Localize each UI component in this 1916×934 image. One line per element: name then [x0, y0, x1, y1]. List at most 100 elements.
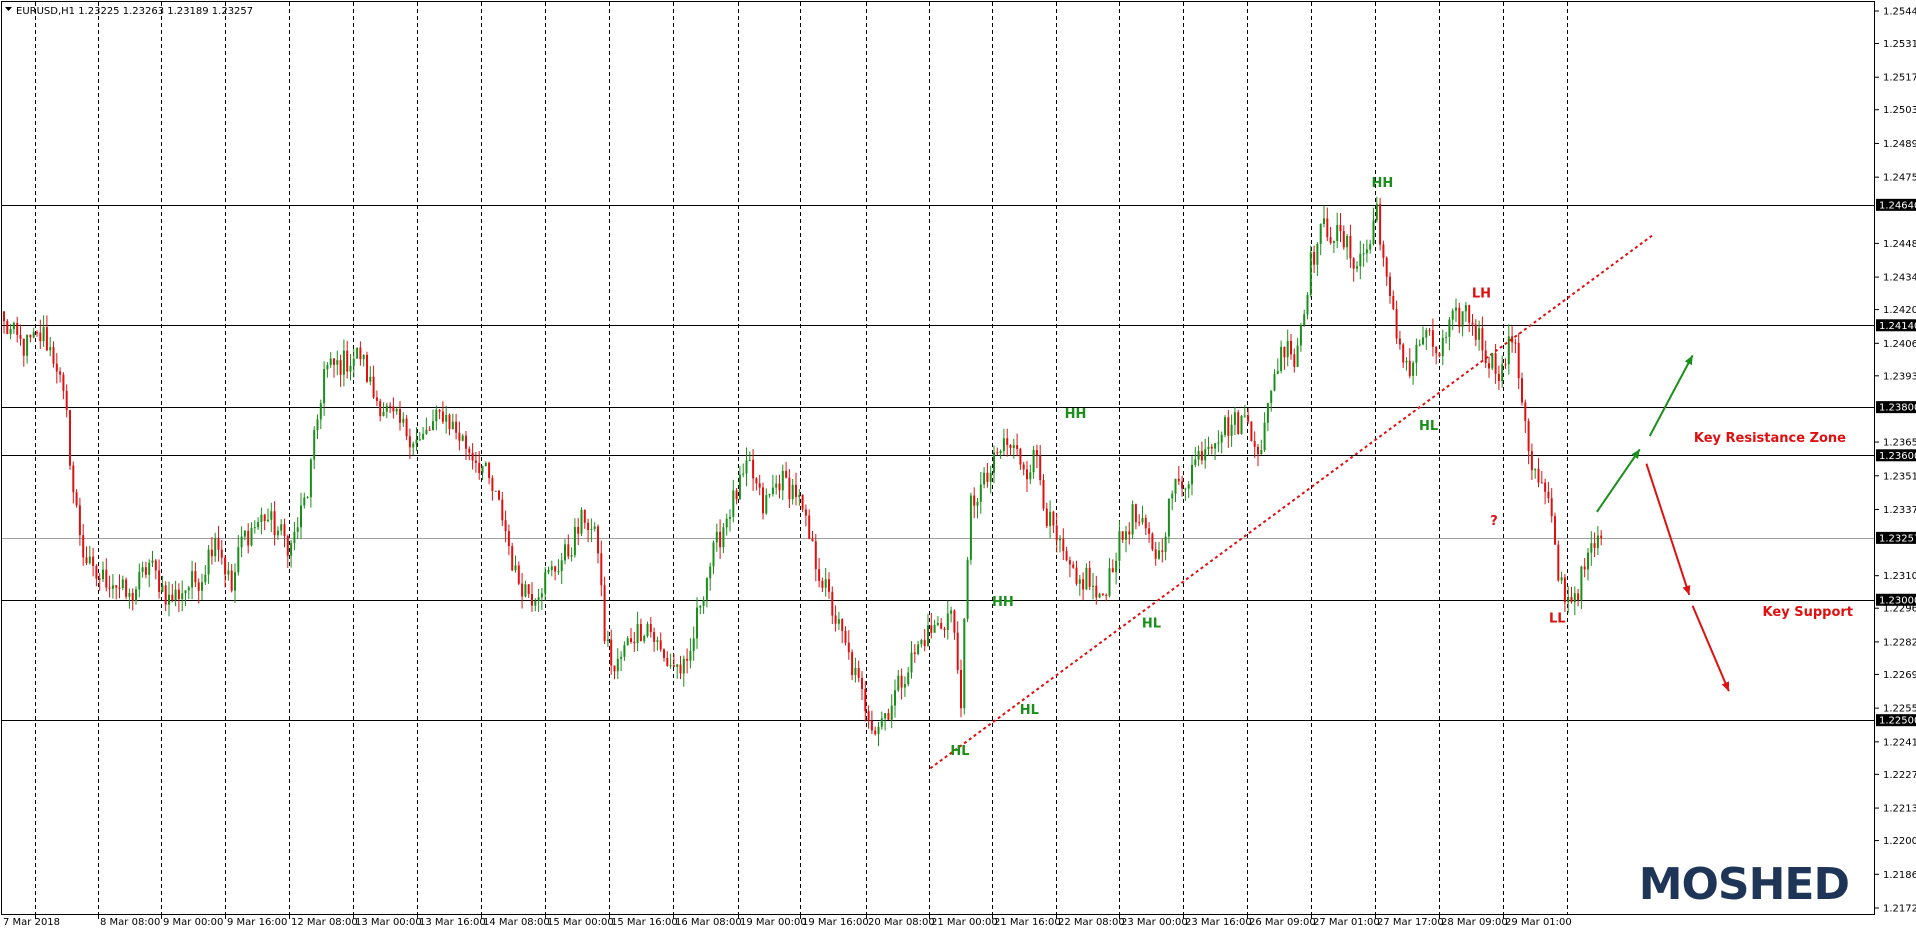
- candle-body[interactable]: [1332, 241, 1335, 243]
- candle-body[interactable]: [1540, 482, 1543, 484]
- candle-body[interactable]: [1095, 585, 1098, 598]
- price-axis[interactable]: 1.25445 1.25310 1.25170 1.25035 1.24895 1.247…: [1875, 7, 1916, 915]
- candle-body[interactable]: [788, 477, 791, 500]
- candle-body[interactable]: [666, 657, 669, 666]
- candle-body[interactable]: [204, 574, 207, 583]
- candle-body[interactable]: [408, 436, 411, 448]
- candle-body[interactable]: [62, 374, 65, 391]
- candle-body[interactable]: [432, 421, 434, 431]
- candle-body[interactable]: [1573, 593, 1576, 603]
- candle-body[interactable]: [158, 570, 161, 593]
- candle-body[interactable]: [956, 632, 959, 671]
- candle-body[interactable]: [702, 599, 705, 606]
- candle-body[interactable]: [85, 557, 88, 564]
- candle-body[interactable]: [478, 462, 481, 473]
- candle-body[interactable]: [930, 625, 933, 633]
- candle-body[interactable]: [494, 490, 497, 492]
- candle-body[interactable]: [999, 451, 1002, 454]
- candle-body[interactable]: [1237, 412, 1240, 435]
- candle-body[interactable]: [564, 544, 566, 561]
- candle-body[interactable]: [1339, 224, 1342, 232]
- candle-body[interactable]: [1191, 464, 1193, 485]
- candle-body[interactable]: [686, 658, 689, 661]
- candle-body[interactable]: [171, 594, 174, 601]
- candle-body[interactable]: [316, 419, 319, 431]
- candle-body[interactable]: [1296, 345, 1299, 367]
- candle-body[interactable]: [1431, 330, 1434, 347]
- candle-body[interactable]: [125, 579, 128, 597]
- candle-body[interactable]: [669, 665, 672, 667]
- candle-body[interactable]: [857, 668, 860, 678]
- candle-body[interactable]: [435, 409, 438, 422]
- candle-body[interactable]: [1270, 390, 1273, 404]
- candle-body[interactable]: [1563, 577, 1566, 603]
- candle-body[interactable]: [484, 462, 487, 467]
- candle-body[interactable]: [633, 641, 636, 644]
- candle-body[interactable]: [630, 638, 632, 642]
- candle-body[interactable]: [1062, 538, 1065, 552]
- candle-body[interactable]: [1045, 508, 1048, 527]
- candle-body[interactable]: [448, 414, 451, 430]
- candle-body[interactable]: [253, 527, 256, 529]
- candle-body[interactable]: [498, 490, 500, 500]
- candle-body[interactable]: [933, 624, 936, 633]
- candle-body[interactable]: [986, 472, 989, 482]
- candle-body[interactable]: [1428, 330, 1431, 332]
- candle-body[interactable]: [1214, 443, 1217, 449]
- candle-body[interactable]: [639, 623, 642, 642]
- candle-body[interactable]: [1247, 415, 1250, 422]
- candle-body[interactable]: [511, 546, 514, 571]
- candle-body[interactable]: [1382, 244, 1385, 258]
- candle-body[interactable]: [471, 452, 474, 461]
- candle-body[interactable]: [78, 505, 81, 536]
- candle-body[interactable]: [1497, 373, 1500, 382]
- candle-body[interactable]: [1319, 223, 1322, 245]
- candle-body[interactable]: [257, 522, 260, 528]
- candle-body[interactable]: [488, 462, 491, 479]
- candle-body[interactable]: [1088, 567, 1091, 587]
- candle-body[interactable]: [1356, 266, 1358, 269]
- candle-body[interactable]: [402, 418, 405, 423]
- candle-body[interactable]: [1534, 468, 1537, 471]
- candle-body[interactable]: [273, 511, 276, 536]
- candle-body[interactable]: [795, 484, 797, 498]
- candle-body[interactable]: [910, 652, 913, 673]
- candle-body[interactable]: [105, 569, 108, 588]
- candle-body[interactable]: [98, 578, 101, 580]
- candle-body[interactable]: [808, 515, 811, 539]
- candle-body[interactable]: [672, 665, 675, 667]
- candle-body[interactable]: [927, 625, 929, 647]
- candle-body[interactable]: [903, 684, 906, 688]
- candle-body[interactable]: [567, 544, 570, 557]
- candle-body[interactable]: [1022, 464, 1025, 470]
- candle-body[interactable]: [1233, 412, 1236, 425]
- candle-body[interactable]: [382, 411, 385, 417]
- candle-body[interactable]: [969, 495, 972, 560]
- candle-body[interactable]: [1590, 543, 1593, 553]
- candle-body[interactable]: [75, 492, 78, 506]
- candle-body[interactable]: [775, 483, 778, 488]
- candle-body[interactable]: [1177, 478, 1180, 482]
- candle-body[interactable]: [1085, 567, 1088, 590]
- candle-body[interactable]: [339, 360, 342, 375]
- candle-body[interactable]: [1148, 528, 1151, 534]
- candle-body[interactable]: [1032, 449, 1035, 473]
- candle-body[interactable]: [725, 518, 728, 528]
- candle-body[interactable]: [1009, 444, 1012, 448]
- candle-body[interactable]: [1167, 498, 1170, 537]
- candle-body[interactable]: [224, 557, 227, 575]
- candle-body[interactable]: [385, 405, 388, 412]
- candle-body[interactable]: [798, 494, 801, 498]
- candle-body[interactable]: [392, 406, 395, 412]
- candle-body[interactable]: [1253, 441, 1256, 447]
- candle-body[interactable]: [1392, 295, 1395, 310]
- chevron-down-icon[interactable]: [5, 7, 12, 11]
- candle-body[interactable]: [920, 640, 923, 645]
- candle-body[interactable]: [1352, 258, 1355, 269]
- candle-body[interactable]: [996, 452, 999, 454]
- candle-body[interactable]: [1316, 244, 1319, 265]
- candle-body[interactable]: [943, 628, 946, 630]
- candle-body[interactable]: [1059, 538, 1061, 541]
- candle-body[interactable]: [1276, 370, 1279, 374]
- candle-body[interactable]: [534, 600, 537, 606]
